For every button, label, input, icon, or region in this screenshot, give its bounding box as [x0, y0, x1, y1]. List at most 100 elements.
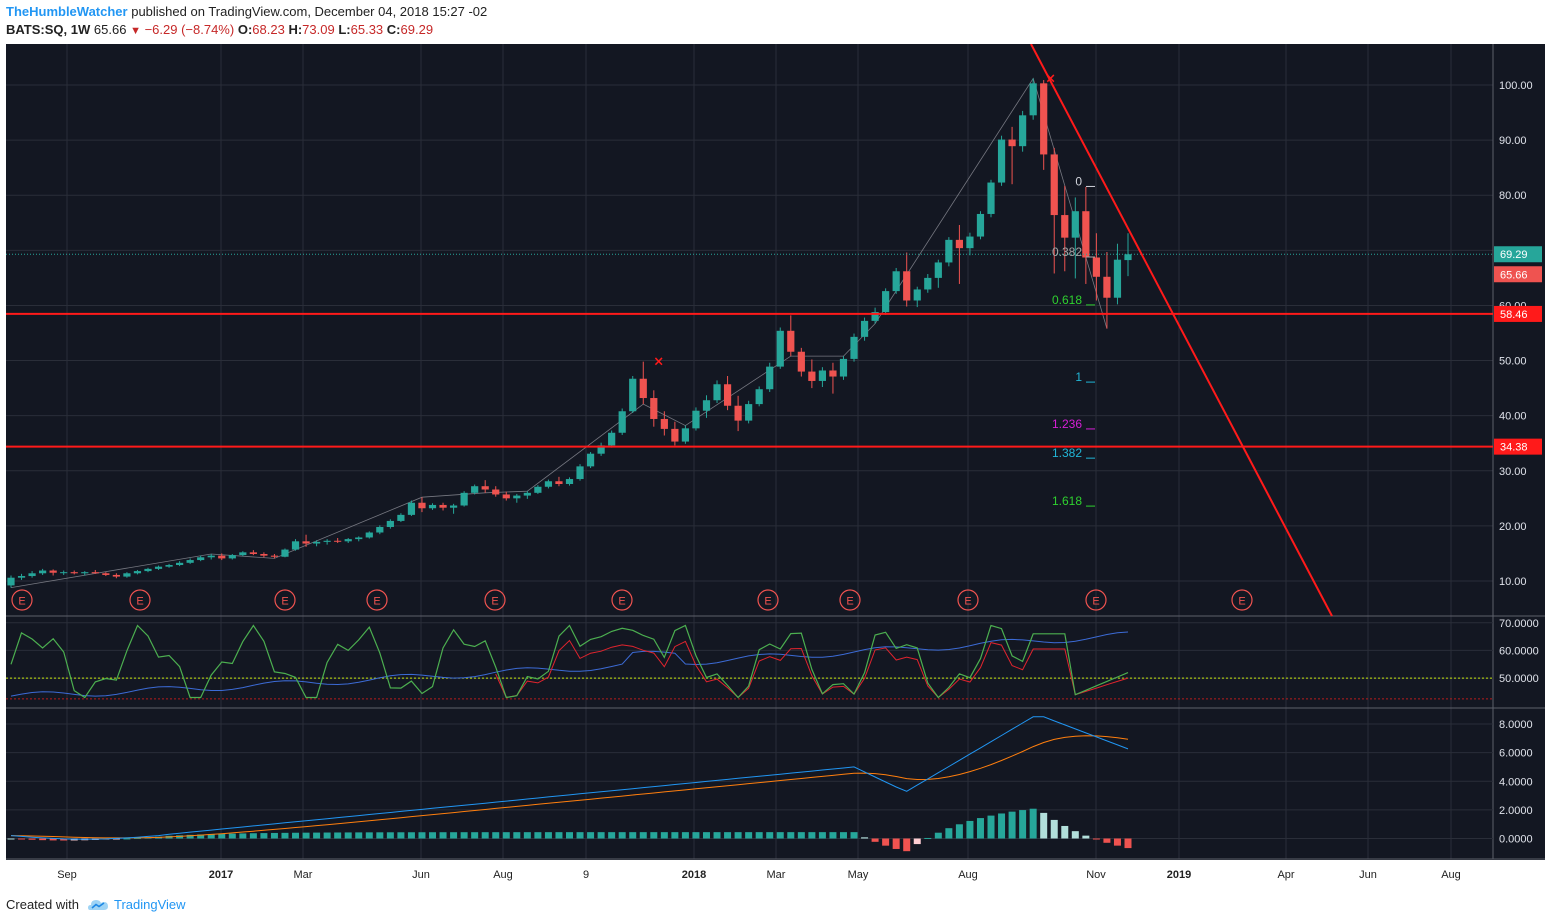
low-label: L:: [338, 22, 351, 37]
time-axis-tick: Jun: [412, 869, 430, 881]
macd-axis-tick: 6.0000: [1499, 748, 1533, 760]
price-label-text: 34.38: [1500, 442, 1528, 454]
candle-body: [1029, 83, 1037, 116]
macd-histogram-bar: [639, 832, 647, 839]
candle-body: [291, 541, 300, 550]
open-label: O:: [237, 22, 253, 37]
candle-body: [7, 577, 15, 586]
candle-body: [260, 553, 268, 556]
candle-body: [1124, 254, 1132, 261]
candle-body: [418, 502, 426, 509]
candle-body: [565, 479, 574, 485]
macd-histogram-bar: [1103, 838, 1111, 843]
macd-axis-tick: 4.0000: [1499, 776, 1533, 788]
price-axis-tick: 30.00: [1499, 466, 1527, 478]
earnings-marker-icon: [957, 589, 979, 611]
candle-body: [723, 384, 732, 406]
swing-high-marker: ×: [1045, 71, 1056, 86]
macd-signal-line: [10, 735, 1129, 839]
price-label-box: [1494, 305, 1542, 322]
candle-body: [81, 572, 89, 574]
macd-histogram-bar: [397, 832, 405, 839]
macd-histogram-bar: [1124, 838, 1132, 849]
time-axis[interactable]: Sep 2017 Mar Jun Aug 9 2018 Mar May Aug Nov 2019 Apr…: [6, 860, 1545, 886]
candle-body: [513, 495, 521, 499]
candle-body: [1103, 276, 1111, 298]
candle-body: [976, 213, 985, 237]
candle-body: [808, 371, 816, 381]
fib-level-label: 1.618: [1052, 494, 1082, 508]
rsi-axis-tick: 60.0000: [1499, 645, 1539, 657]
tradingview-brand-link[interactable]: TradingView: [114, 897, 186, 912]
rsi-axis-tick: 70.0000: [1499, 618, 1539, 630]
candle-body: [165, 565, 173, 567]
candle-body: [1050, 154, 1058, 216]
fib-level-label: 0.382: [1052, 245, 1082, 259]
candle-body: [1019, 115, 1027, 147]
earnings-marker-label: E: [136, 596, 143, 608]
time-axis-tick: Jun: [1359, 869, 1377, 881]
macd-histogram-bar: [766, 832, 774, 839]
macd-histogram-bar: [998, 813, 1006, 839]
candle-body: [871, 312, 879, 321]
macd-histogram-bar: [745, 832, 753, 839]
macd-histogram-bar: [249, 833, 257, 839]
earnings-marker-icon: [1085, 589, 1107, 611]
candle-body: [523, 492, 531, 496]
macd-histogram-bar: [618, 832, 626, 839]
macd-histogram-bar: [1008, 811, 1016, 839]
rsi-axis-tick: 50.0000: [1499, 673, 1539, 685]
candle-body: [639, 378, 647, 399]
candle-body: [1113, 259, 1122, 298]
macd-histogram-bar: [49, 838, 57, 841]
macd-histogram-bar: [386, 832, 394, 839]
candle-body: [576, 466, 584, 480]
close-label: C:: [386, 22, 401, 37]
candle-body: [850, 336, 858, 359]
macd-histogram-bar: [1092, 838, 1100, 840]
macd-histogram-bar: [987, 815, 995, 839]
earnings-marker-icon: [484, 589, 506, 611]
candle-body: [39, 570, 47, 574]
candle-body: [671, 428, 679, 442]
symbol-label[interactable]: BATS:SQ, 1W: [6, 22, 91, 37]
candle-body: [776, 330, 784, 367]
macd-histogram-bar: [955, 824, 963, 839]
macd-histogram-bar: [692, 832, 700, 839]
macd-histogram-bar: [871, 838, 879, 842]
chart-canvas[interactable]: × × 0 0.382 0.618 1 1.236 1.382 1.618 E E E E E E E E E…: [6, 44, 1545, 886]
candlestick-series: [7, 78, 1132, 588]
candle-body: [186, 560, 194, 563]
high-value: 73.09: [302, 22, 335, 37]
candle-body: [492, 489, 500, 495]
candle-body: [123, 573, 131, 577]
candle-body: [334, 540, 342, 542]
time-axis-tick: Sep: [57, 869, 77, 881]
candle-body: [270, 555, 279, 557]
price-axis[interactable]: 100.0090.0080.0070.0060.0050.0040.0030.0…: [1499, 80, 1539, 846]
macd-histogram-bar: [302, 832, 310, 839]
candle-body: [987, 182, 995, 214]
macd-histogram-bar: [808, 832, 816, 839]
earnings-marker-label: E: [764, 596, 771, 608]
candle-body: [439, 504, 447, 508]
macd-histogram-bar: [566, 832, 573, 839]
macd-histogram-bar: [829, 832, 837, 839]
candle-body: [903, 271, 911, 301]
price-label-text: 65.66: [1500, 269, 1528, 281]
candle-body: [460, 492, 468, 506]
candle-body: [692, 410, 700, 429]
candle-body: [197, 557, 205, 561]
macd-histogram-bar: [123, 838, 131, 840]
candle-body: [766, 366, 774, 390]
time-axis-tick: Mar: [767, 869, 786, 881]
macd-histogram-bar: [355, 832, 363, 839]
price-labels: 69.29 65.66 58.46 34.38: [1494, 246, 1542, 455]
candle-body: [60, 572, 68, 574]
price-label-box: [1494, 438, 1542, 455]
candle-body: [629, 378, 637, 412]
macd-histogram-bar: [787, 832, 795, 839]
pane-separators: [6, 44, 1545, 860]
author-link[interactable]: TheHumbleWatcher: [6, 4, 128, 19]
footer: Created with TradingView: [0, 890, 1551, 922]
